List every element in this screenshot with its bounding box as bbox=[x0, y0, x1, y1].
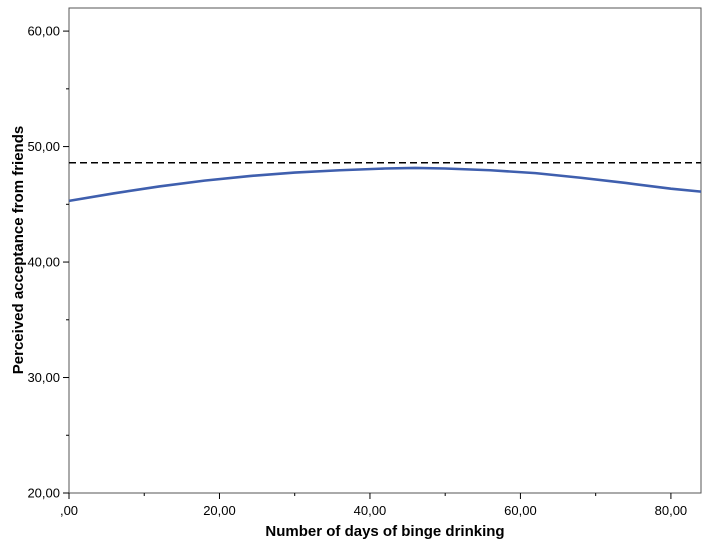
y-tick-label: 60,00 bbox=[27, 24, 60, 39]
x-tick-label: 20,00 bbox=[203, 503, 236, 518]
x-tick-label: ,00 bbox=[60, 503, 78, 518]
y-tick-label: 20,00 bbox=[27, 486, 60, 501]
x-tick-label: 40,00 bbox=[354, 503, 387, 518]
y-axis: 20,00 30,00 40,00 50,00 60,00 bbox=[27, 24, 69, 501]
series-layer bbox=[68, 161, 702, 203]
x-axis-title: Number of days of binge drinking bbox=[265, 523, 504, 540]
x-axis: ,00 20,00 40,00 60,00 80,00 bbox=[60, 493, 687, 518]
y-tick-label: 30,00 bbox=[27, 370, 60, 385]
plot-frame bbox=[68, 7, 702, 494]
y-tick-label: 50,00 bbox=[27, 139, 60, 154]
series-line-fitted bbox=[68, 166, 702, 203]
x-tick-label: 80,00 bbox=[655, 503, 688, 518]
y-tick-label: 40,00 bbox=[27, 255, 60, 270]
x-tick-label: 60,00 bbox=[504, 503, 537, 518]
y-axis-title: Perceived acceptance from friends bbox=[10, 126, 27, 374]
